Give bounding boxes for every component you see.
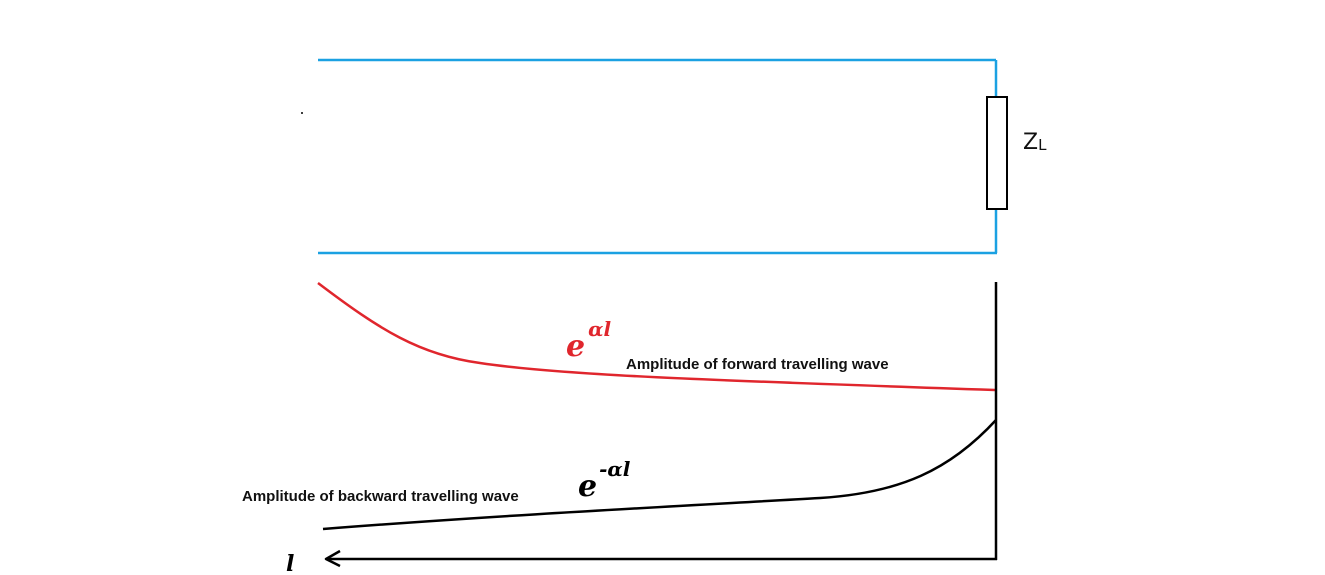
load-impedance-label: ZL [1023,130,1047,155]
backward-expr-base: e [578,469,597,504]
axis-label-l: l [286,551,294,575]
backward-wave-expression: e -αl [578,457,631,504]
transmission-line [318,58,998,255]
stray-dot [301,112,303,114]
backward-wave-curve [322,419,997,531]
forward-expr-exp: αl [588,317,611,341]
forward-wave-caption: Amplitude of forward travelling wave [626,356,889,373]
forward-expr-base: e [566,329,585,364]
load-label-sub: L [1038,136,1047,154]
load-impedance-resistor [986,96,1008,210]
load-label-main: Z [1023,130,1038,155]
forward-wave-expression: e αl [566,317,611,364]
axis-arrowhead [324,549,341,568]
forward-wave-curve [317,282,996,392]
backward-expr-exp: -αl [599,457,631,481]
backward-wave-caption: Amplitude of backward travelling wave [242,488,519,505]
